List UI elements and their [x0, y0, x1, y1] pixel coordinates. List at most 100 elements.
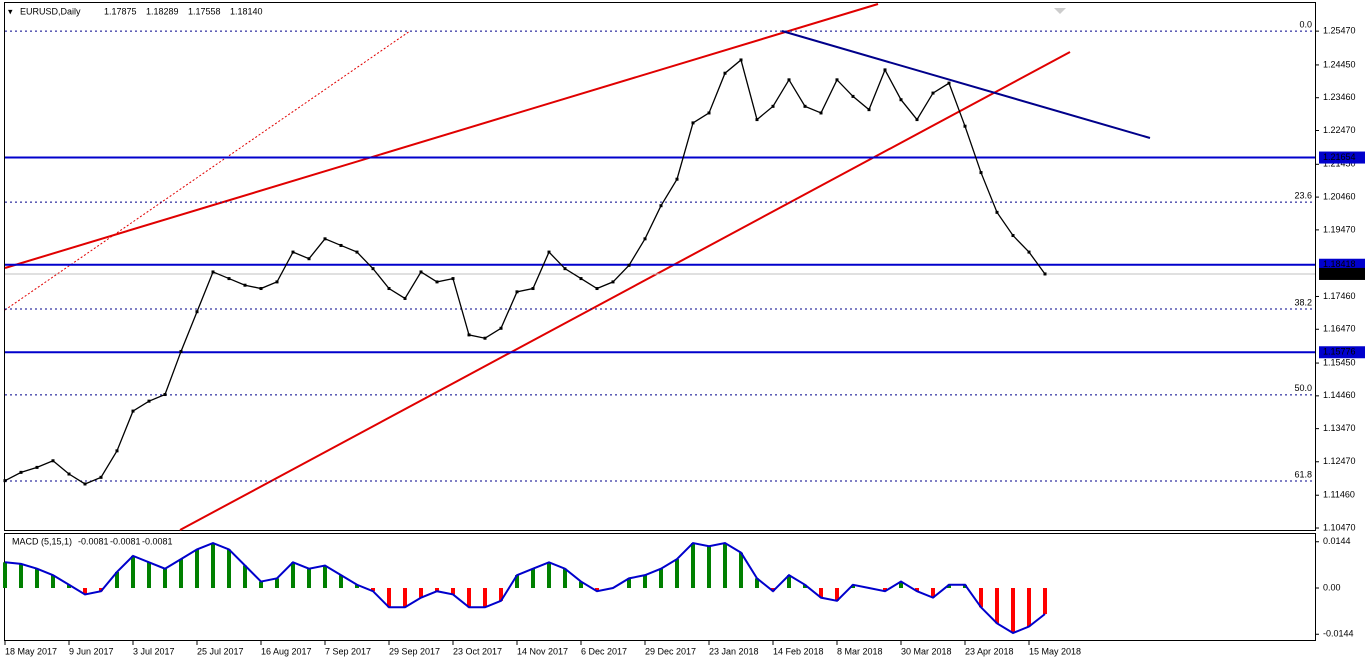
price-point — [179, 349, 183, 353]
macd-bar — [451, 588, 455, 595]
x-tick-label: 23 Jan 2018 — [709, 646, 759, 656]
price-point — [51, 459, 55, 463]
price-point — [259, 287, 263, 291]
x-tick-label: 23 Oct 2017 — [453, 646, 502, 656]
y-tick-label: 1.15450 — [1323, 357, 1356, 367]
price-point — [115, 449, 119, 453]
macd-bar — [51, 575, 55, 588]
price-point — [691, 121, 695, 125]
price-point — [83, 482, 87, 486]
macd-bar — [563, 568, 567, 588]
price-point — [195, 310, 199, 314]
macd-bar — [35, 568, 39, 588]
x-tick-label: 25 Jul 2017 — [197, 646, 244, 656]
macd-bar — [3, 562, 7, 588]
x-tick-label: 18 May 2017 — [5, 646, 57, 656]
price-point — [835, 78, 839, 82]
price-point — [483, 336, 487, 340]
x-tick-label: 9 Jun 2017 — [69, 646, 114, 656]
price-point — [243, 283, 247, 287]
macd-bar — [435, 588, 439, 592]
price-point — [739, 58, 743, 62]
price-point — [35, 465, 39, 469]
price-point — [787, 78, 791, 82]
price-point — [451, 277, 455, 281]
macd-bar — [755, 578, 759, 588]
trend-line — [4, 30, 411, 311]
y-tick-label: 1.17460 — [1323, 291, 1356, 301]
macd-bar — [67, 584, 71, 588]
y-tick-label: 1.13470 — [1323, 423, 1356, 433]
macd-bar — [227, 549, 231, 588]
x-tick-label: 15 May 2018 — [1029, 646, 1081, 656]
y-tick-label: 1.21450 — [1323, 159, 1356, 169]
macd-bar — [371, 588, 375, 592]
macd-bar — [147, 562, 151, 588]
price-point — [867, 108, 871, 112]
macd-bar — [275, 578, 279, 588]
price-point — [563, 267, 567, 271]
fib-label: 50.0 — [1294, 383, 1312, 393]
level-tag — [1319, 346, 1365, 359]
macd-bar — [179, 559, 183, 588]
x-tick-label: 29 Sep 2017 — [389, 646, 440, 656]
macd-bar — [899, 581, 903, 588]
macd-bar — [595, 588, 599, 592]
price-point — [915, 118, 919, 122]
macd-bar — [467, 588, 471, 608]
macd-bar — [803, 584, 807, 588]
shift-marker — [1054, 8, 1066, 14]
macd-signal-line — [4, 541, 1046, 635]
price-point — [131, 409, 135, 413]
macd-bar — [243, 565, 247, 588]
price-point — [803, 104, 807, 108]
macd-title: MACD (5,15,1) — [12, 536, 72, 546]
price-point — [435, 280, 439, 284]
price-point — [227, 277, 231, 281]
macd-bar — [979, 588, 983, 608]
y-tick-label: 1.20460 — [1323, 191, 1356, 201]
price-point — [723, 71, 727, 75]
symbol-arrow: ▾ — [8, 6, 13, 16]
x-tick-label: 23 Apr 2018 — [965, 646, 1014, 656]
price-point — [323, 237, 327, 241]
x-tick-label: 29 Dec 2017 — [645, 646, 696, 656]
level-label: 1.21654 — [1323, 152, 1356, 162]
y-tick-label: 1.24450 — [1323, 59, 1356, 69]
y-tick-label: 1.25470 — [1323, 26, 1356, 36]
price-point — [275, 280, 279, 284]
price-point — [371, 267, 375, 271]
y-tick-label: 0.0144 — [1323, 536, 1351, 546]
price-point — [19, 470, 23, 474]
macd-bar — [115, 571, 119, 588]
price-point — [707, 111, 711, 115]
price-point — [403, 296, 407, 300]
macd-bar — [515, 575, 519, 588]
y-tick-label: 1.14460 — [1323, 390, 1356, 400]
price-line — [4, 58, 1046, 485]
macd-bar — [915, 588, 919, 592]
y-tick-label: 1.11460 — [1323, 490, 1355, 500]
macd-bar — [387, 588, 391, 608]
macd-bar — [211, 543, 215, 588]
ohlc-value: 1.18140 — [230, 6, 263, 16]
price-point — [515, 290, 519, 294]
y-tick-label: 1.19470 — [1323, 224, 1356, 234]
price-point — [147, 399, 151, 403]
price-point — [307, 257, 311, 261]
macd-bar — [403, 588, 407, 608]
chart-title: EURUSD,Daily — [20, 6, 81, 16]
macd-bar — [19, 563, 23, 588]
price-point — [963, 124, 967, 128]
price-point — [819, 111, 823, 115]
price-point — [531, 287, 535, 291]
price-point — [755, 118, 759, 122]
current-price-tag — [1319, 267, 1365, 280]
fib-label: 23.6 — [1294, 190, 1312, 200]
y-tick-label: -0.0144 — [1323, 629, 1354, 639]
x-tick-label: 8 Mar 2018 — [837, 646, 883, 656]
macd-bar — [787, 575, 791, 588]
level-label: 1.15776 — [1323, 347, 1356, 357]
macd-bar — [659, 568, 663, 588]
